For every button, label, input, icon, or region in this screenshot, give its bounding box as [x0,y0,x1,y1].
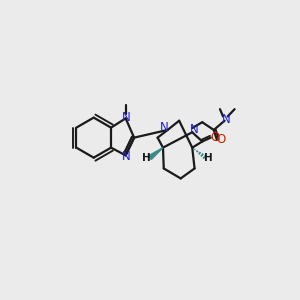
Polygon shape [148,148,163,160]
Text: O: O [216,134,225,146]
Text: N: N [189,123,198,136]
Text: H: H [204,153,213,163]
Text: N: N [222,113,230,126]
Text: N: N [160,121,169,134]
Text: N: N [122,111,131,124]
Text: O: O [210,131,219,144]
Text: N: N [122,150,131,163]
Text: H: H [142,153,150,164]
